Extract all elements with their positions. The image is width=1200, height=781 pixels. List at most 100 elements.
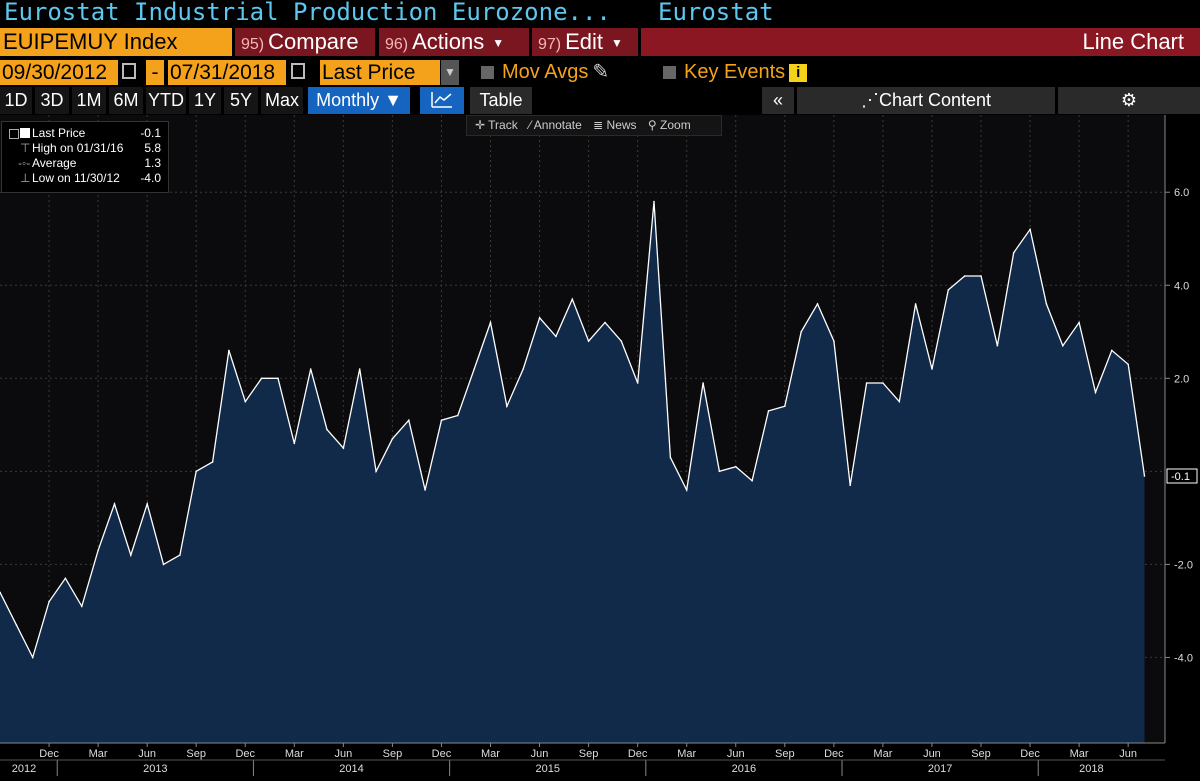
x-tick-label: Sep bbox=[775, 748, 795, 760]
x-tick-label: Sep bbox=[186, 748, 206, 760]
data-point bbox=[146, 503, 148, 505]
chevron-down-icon[interactable]: ▼ bbox=[441, 60, 459, 85]
period-max[interactable]: Max bbox=[261, 87, 303, 114]
x-tick-label: Dec bbox=[1020, 748, 1040, 760]
x-tick-label: Sep bbox=[971, 748, 991, 760]
data-point bbox=[489, 321, 492, 324]
table-button[interactable]: Table bbox=[470, 87, 532, 114]
data-point bbox=[1078, 321, 1080, 324]
x-tick-label: Sep bbox=[579, 748, 599, 760]
data-point bbox=[375, 470, 377, 473]
chart-content-button[interactable]: ⋰Chart Content bbox=[797, 87, 1055, 114]
data-point bbox=[81, 605, 83, 608]
data-point bbox=[882, 382, 884, 384]
last-value-label: -0.1 bbox=[1171, 471, 1190, 483]
data-point bbox=[865, 382, 868, 384]
year-label: 2013 bbox=[143, 763, 167, 775]
data-point bbox=[571, 298, 574, 300]
command-bar: EUIPEMUY Index 95) Compare 96) Actions ▼ 97… bbox=[0, 28, 1200, 58]
data-point bbox=[587, 340, 590, 342]
period-bar: 1D 3D 1M 6M YTD 1Y 5Y Max Monthly ▼ Tabl… bbox=[0, 87, 1200, 114]
legend-swatch bbox=[20, 128, 30, 138]
x-tick-label: Mar bbox=[677, 748, 696, 760]
data-point bbox=[1062, 344, 1064, 347]
x-tick-label: Dec bbox=[432, 748, 452, 760]
field-select[interactable]: Last Price bbox=[320, 60, 440, 85]
line-chart-icon[interactable] bbox=[420, 87, 464, 114]
year-label: 2018 bbox=[1079, 763, 1103, 775]
period-3d[interactable]: 3D bbox=[35, 87, 69, 114]
mov-avgs-toggle[interactable]: Mov Avgs ✎ bbox=[481, 60, 609, 85]
period-5y[interactable]: 5Y bbox=[224, 87, 258, 114]
data-point bbox=[620, 340, 623, 342]
edit-button[interactable]: 97) Edit ▼ bbox=[532, 28, 638, 56]
data-point bbox=[162, 563, 165, 566]
track-tool[interactable]: ✛ Track bbox=[475, 118, 518, 132]
chart-area[interactable]: -4.0 -2.0 2.0 4.0 6.0 -0.1 Dec Mar Jun Sep Dec Mar J… bbox=[0, 115, 1200, 776]
year-label: 2017 bbox=[928, 763, 952, 775]
chart-svg: -4.0 -2.0 2.0 4.0 6.0 -0.1 Dec Mar Jun Sep Dec Mar J… bbox=[0, 115, 1198, 776]
data-point bbox=[996, 344, 999, 347]
data-point bbox=[260, 377, 263, 380]
x-tick-label: Mar bbox=[285, 748, 304, 760]
data-point bbox=[0, 591, 1, 594]
calendar-icon[interactable] bbox=[291, 63, 305, 79]
last-value-tag bbox=[1166, 468, 1198, 484]
start-date-field[interactable]: 09/30/2012 bbox=[0, 60, 118, 85]
data-point bbox=[440, 419, 443, 422]
key-events-toggle[interactable]: Key Events i bbox=[663, 60, 808, 85]
x-tick-label: Mar bbox=[873, 748, 892, 760]
data-point bbox=[293, 442, 296, 445]
data-point bbox=[816, 303, 819, 305]
data-point bbox=[767, 410, 770, 412]
news-tool[interactable]: ≣ News bbox=[593, 118, 637, 132]
data-point bbox=[833, 340, 835, 342]
legend-average: -◦- Average 1.3 bbox=[2, 156, 168, 171]
low-marker-icon: ⊥ bbox=[20, 171, 31, 185]
chart-tools: ✛ Track ⁄ Annotate ≣ News ⚲ Zoom bbox=[466, 115, 722, 136]
collapse-icon[interactable] bbox=[9, 129, 19, 139]
period-ytd[interactable]: YTD bbox=[146, 87, 186, 114]
compare-number: 95) bbox=[241, 36, 265, 53]
frequency-select[interactable]: Monthly ▼ bbox=[308, 87, 410, 114]
period-6m[interactable]: 6M bbox=[109, 87, 143, 114]
compare-button[interactable]: 95) Compare bbox=[235, 28, 375, 56]
period-1d[interactable]: 1D bbox=[0, 87, 32, 114]
data-point bbox=[130, 554, 132, 556]
data-source: Eurostat bbox=[658, 0, 774, 26]
legend: Last Price -0.1 ⊤ High on 01/31/16 5.8 -… bbox=[1, 121, 169, 193]
legend-high: ⊤ High on 01/31/16 5.8 bbox=[2, 141, 168, 156]
chart-type-label: Line Chart bbox=[641, 28, 1200, 56]
zoom-tool[interactable]: ⚲ Zoom bbox=[647, 118, 691, 132]
data-point bbox=[1127, 363, 1129, 366]
period-1m[interactable]: 1M bbox=[72, 87, 106, 114]
toolbar-spacer bbox=[536, 87, 758, 114]
actions-number: 96) bbox=[385, 36, 409, 53]
data-point bbox=[1029, 228, 1031, 231]
gear-icon[interactable]: ⚙ bbox=[1058, 87, 1200, 114]
x-tick-label: Mar bbox=[1070, 748, 1089, 760]
actions-button[interactable]: 96) Actions ▼ bbox=[379, 28, 529, 56]
period-1y[interactable]: 1Y bbox=[189, 87, 221, 114]
chevron-down-icon: ▼ bbox=[611, 36, 623, 51]
data-point bbox=[751, 479, 753, 482]
x-tick-label: Jun bbox=[727, 748, 745, 760]
x-tick-label: Dec bbox=[824, 748, 844, 760]
legend-label: High on 01/31/16 bbox=[32, 141, 124, 155]
ticker-field[interactable]: EUIPEMUY Index bbox=[0, 28, 232, 56]
end-date-field[interactable]: 07/31/2018 bbox=[168, 60, 286, 85]
calendar-icon[interactable] bbox=[122, 63, 136, 79]
chart-content-label: Chart Content bbox=[878, 90, 992, 110]
pencil-icon: ✎ bbox=[592, 61, 610, 83]
data-point bbox=[473, 368, 476, 370]
annotate-tool[interactable]: ⁄ Annotate bbox=[529, 118, 582, 132]
data-point bbox=[849, 484, 851, 487]
data-point bbox=[195, 470, 197, 473]
parameter-bar: 09/30/2012 - 07/31/2018 Last Price ▼ Mov… bbox=[0, 60, 1200, 86]
data-point bbox=[457, 414, 459, 417]
data-point bbox=[228, 349, 230, 352]
key-events-label: Key Events bbox=[684, 61, 786, 83]
legend-value: 5.8 bbox=[144, 141, 161, 155]
data-point bbox=[1111, 349, 1113, 352]
collapse-icon[interactable]: « bbox=[762, 87, 794, 114]
